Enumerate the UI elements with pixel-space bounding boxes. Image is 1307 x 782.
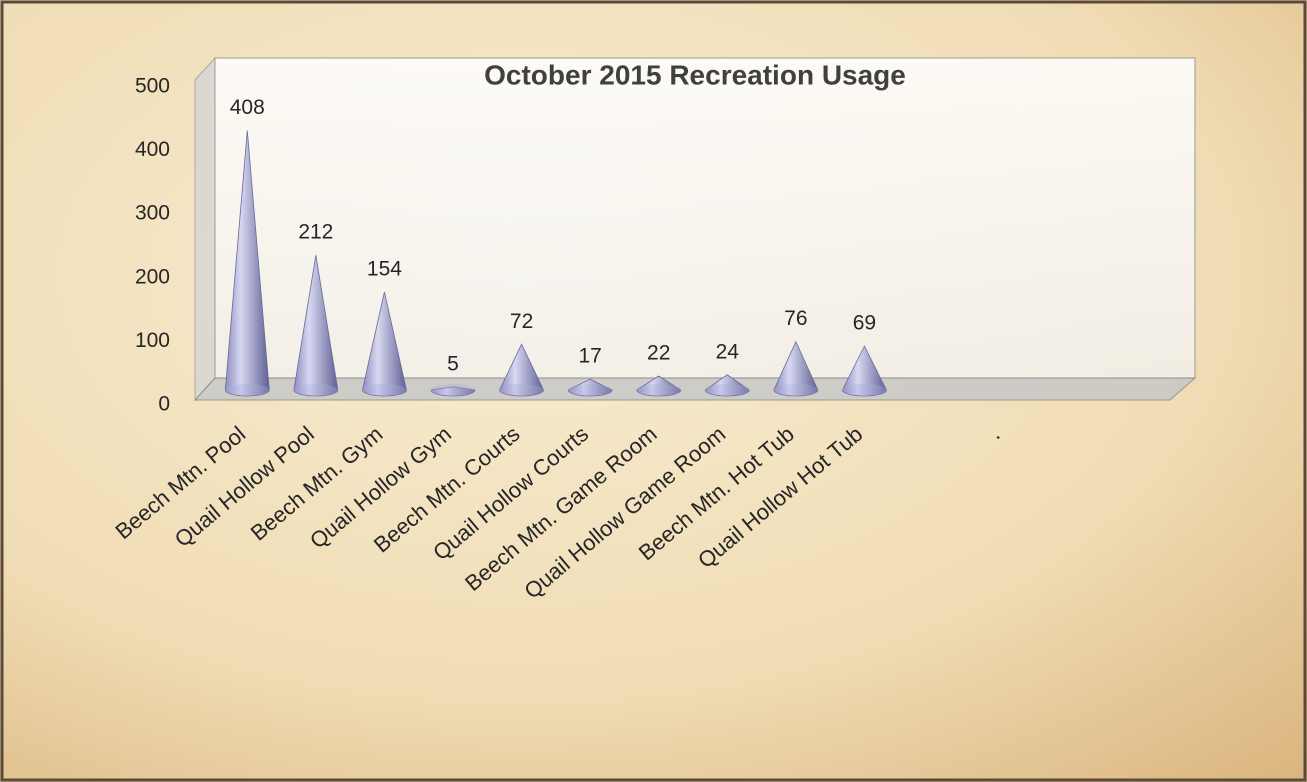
cone-base bbox=[705, 384, 749, 396]
y-tick-label: 300 bbox=[135, 202, 170, 225]
back-wall bbox=[215, 58, 1195, 378]
cone-base bbox=[842, 384, 886, 396]
cone-base bbox=[774, 384, 818, 396]
cone-base bbox=[225, 384, 269, 396]
floor bbox=[195, 378, 1195, 400]
data-label: 17 bbox=[578, 345, 601, 368]
cone-base bbox=[362, 384, 406, 396]
data-label: 212 bbox=[298, 221, 333, 244]
y-tick-label: 500 bbox=[135, 75, 170, 98]
cone-base bbox=[637, 384, 681, 396]
chart-title: October 2015 Recreation Usage bbox=[484, 59, 906, 90]
y-tick-label: 0 bbox=[158, 393, 170, 416]
data-label: 72 bbox=[510, 310, 533, 333]
data-label: 76 bbox=[784, 307, 807, 330]
cone-base bbox=[431, 384, 475, 396]
data-label: 24 bbox=[716, 340, 740, 363]
y-tick-label: 400 bbox=[135, 138, 170, 161]
data-label: 69 bbox=[853, 312, 876, 335]
cone bbox=[431, 384, 475, 396]
y-tick-label: 200 bbox=[135, 265, 170, 288]
side-wall bbox=[195, 58, 215, 400]
chart: October 2015 Recreation Usage 0 100 200 300… bbox=[0, 0, 1307, 782]
cone-base bbox=[294, 384, 338, 396]
data-label: 408 bbox=[230, 96, 265, 119]
data-label: 22 bbox=[647, 342, 670, 365]
page: October 2015 Recreation Usage 0 100 200 300… bbox=[0, 0, 1307, 782]
cone-base bbox=[568, 384, 612, 396]
data-label: 5 bbox=[447, 352, 459, 375]
y-tick-label: 100 bbox=[135, 329, 170, 352]
cone-base bbox=[500, 384, 544, 396]
data-label: 154 bbox=[367, 258, 402, 281]
